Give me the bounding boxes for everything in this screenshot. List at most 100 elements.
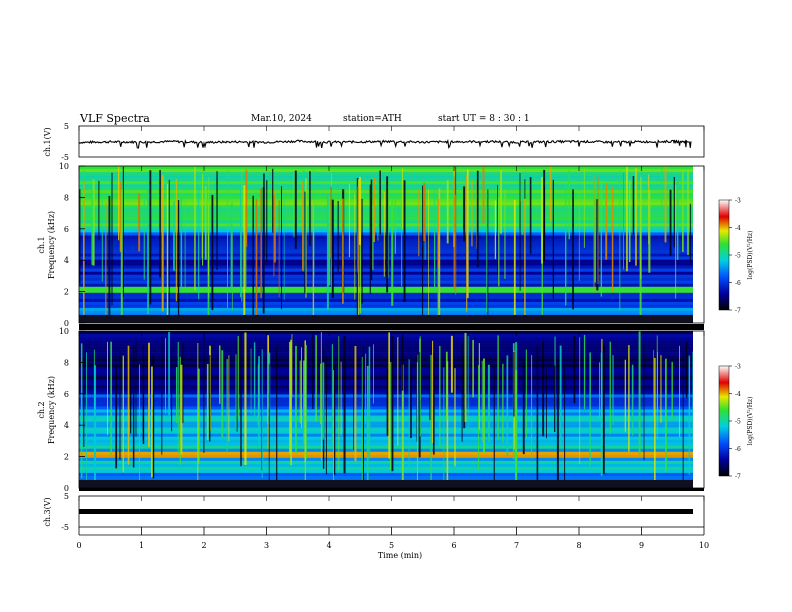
- sferic-streak: [143, 195, 145, 280]
- spectrogram-row: [79, 340, 693, 344]
- sferic-streak: [478, 365, 479, 469]
- spectrogram-row: [79, 211, 693, 215]
- sferic-streak: [305, 178, 307, 298]
- sferic-streak: [304, 191, 306, 294]
- sferic-streak: [687, 169, 689, 255]
- sferic-streak: [147, 188, 149, 314]
- spectrogram-row: [79, 382, 693, 386]
- sferic-streak: [643, 343, 645, 461]
- sferic-streak: [486, 191, 488, 313]
- sferic-streak: [83, 367, 85, 447]
- ch2-colorbar-gradient: [718, 365, 730, 477]
- spectrogram-row: [79, 175, 693, 179]
- spectrogram-row: [79, 406, 693, 410]
- sferic-streak: [366, 365, 369, 488]
- spectrogram-row: [79, 415, 693, 419]
- sferic-streak: [83, 182, 85, 318]
- sferic-streak: [240, 334, 242, 467]
- sferic-streak: [544, 187, 545, 262]
- time-axis-label: Time (min): [378, 551, 422, 560]
- ytick-label: 10: [59, 327, 69, 336]
- sferic-streak: [578, 195, 580, 281]
- spectrogram-row: [79, 427, 693, 431]
- sferic-streak: [536, 346, 539, 480]
- spectrogram-row: [79, 187, 693, 191]
- sferic-streak: [98, 180, 100, 241]
- date-label: Mar.10, 2024: [251, 114, 312, 124]
- sferic-streak: [603, 362, 605, 474]
- sferic-streak: [255, 199, 258, 323]
- sferic-streak: [605, 183, 608, 260]
- sferic-streak: [596, 199, 599, 291]
- spectrogram-row: [79, 214, 693, 218]
- sferic-streak: [418, 352, 421, 458]
- sferic-streak: [600, 352, 603, 476]
- spectrogram-row: [79, 178, 693, 182]
- sferic-streak: [386, 368, 389, 436]
- sferic-streak: [353, 348, 354, 450]
- spectrogram-row: [79, 421, 693, 425]
- sferic-streak: [362, 345, 364, 484]
- ch1-spectrogram-panel: 0 2 4 6 8 10 ch.1 Frequency (kHz): [37, 162, 705, 328]
- sferic-streak: [107, 341, 108, 436]
- sferic-streak: [556, 360, 559, 488]
- sferic-streak: [493, 366, 495, 488]
- sferic-streak: [370, 179, 373, 281]
- sferic-streak: [138, 193, 141, 252]
- spectrogram-row: [79, 244, 693, 248]
- sferic-streak: [250, 348, 252, 415]
- ch1-colorbar: -3 -4 -5 -6 -7 log(PSD)(V²/Hz): [718, 198, 754, 315]
- spectrogram-row: [79, 424, 693, 428]
- spectrogram-row: [79, 199, 693, 203]
- sferic-streak: [565, 184, 567, 306]
- sferic-streak: [682, 170, 684, 252]
- sferic-streak: [303, 360, 305, 444]
- sferic-streak: [127, 345, 130, 465]
- spectrogram-row: [79, 292, 693, 297]
- ch1-colorbar-label: log(PSD)(V²/Hz): [747, 231, 754, 280]
- sferic-streak: [312, 331, 314, 409]
- spectrogram-row: [79, 217, 693, 221]
- sferic-streak: [391, 335, 394, 472]
- spectrogram-row: [79, 469, 693, 474]
- spectrogram-row: [79, 280, 693, 285]
- sferic-streak: [180, 198, 183, 293]
- panel-separator-bar: [79, 324, 704, 330]
- spectrogram-row: [79, 361, 693, 365]
- sferic-streak: [416, 362, 418, 486]
- sferic-streak: [337, 201, 339, 273]
- sferic-streak: [390, 361, 392, 471]
- spectrogram-row: [79, 400, 693, 404]
- sferic-streak: [120, 181, 122, 253]
- spectrogram-row: [79, 457, 693, 462]
- spectrogram-row: [79, 433, 693, 437]
- sferic-streak: [340, 361, 342, 436]
- spectrogram-row: [79, 250, 693, 254]
- sferic-streak: [148, 342, 150, 448]
- sferic-streak: [583, 334, 586, 410]
- sferic-streak: [679, 345, 680, 437]
- ch1-ytick-top: 5: [64, 122, 69, 131]
- sferic-streak: [357, 186, 359, 273]
- sferic-streak: [685, 342, 688, 398]
- sferic-streak: [394, 192, 396, 254]
- sferic-streak: [325, 355, 327, 475]
- ch2-spectrogram: [79, 331, 693, 488]
- sferic-streak: [216, 171, 218, 270]
- sferic-streak: [463, 355, 466, 429]
- spectrogram-row: [79, 295, 693, 300]
- spectrogram-row: [79, 286, 693, 291]
- spectrogram-row: [79, 430, 693, 434]
- sferic-streak: [348, 183, 350, 258]
- ch1-colorbar-gradient: [718, 199, 730, 311]
- sferic-streak: [628, 345, 630, 452]
- sferic-streak: [79, 189, 81, 284]
- spectrogram-row: [79, 271, 693, 275]
- sferic-streak: [568, 169, 570, 240]
- sferic-streak: [198, 189, 200, 300]
- ch1-waveform-line: [78, 139, 692, 150]
- low-freq-band: [79, 315, 693, 323]
- spectrogram-row: [79, 436, 693, 440]
- sferic-streak: [331, 344, 333, 446]
- spectrogram-row: [79, 463, 693, 468]
